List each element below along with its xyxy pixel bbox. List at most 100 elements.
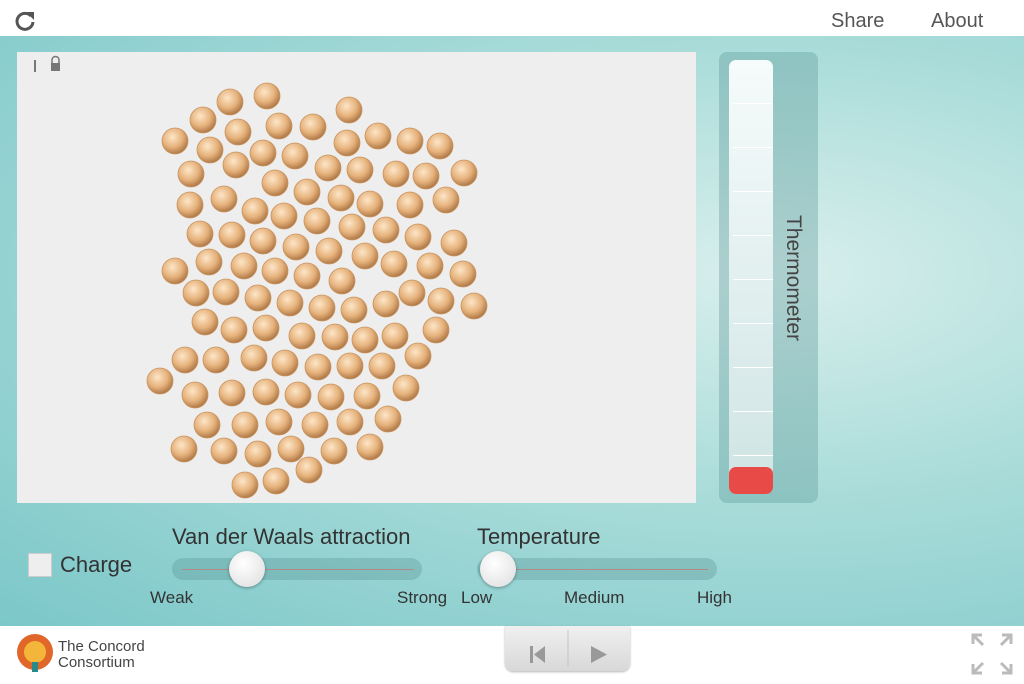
atom[interactable] (270, 202, 298, 230)
atom[interactable] (261, 169, 289, 197)
atom[interactable] (222, 151, 250, 179)
atom[interactable] (177, 160, 205, 188)
atom[interactable] (381, 322, 409, 350)
atom[interactable] (171, 346, 199, 374)
atom[interactable] (328, 267, 356, 295)
reset-button[interactable] (530, 646, 545, 663)
atom[interactable] (356, 190, 384, 218)
vdw-slider-knob[interactable] (229, 551, 265, 587)
atom[interactable] (252, 378, 280, 406)
atom[interactable] (186, 220, 214, 248)
atom[interactable] (277, 435, 305, 463)
charge-checkbox[interactable] (28, 553, 52, 577)
atom[interactable] (231, 471, 259, 499)
atom[interactable] (271, 349, 299, 377)
atom[interactable] (191, 308, 219, 336)
atom[interactable] (317, 383, 345, 411)
atom[interactable] (449, 260, 477, 288)
atom[interactable] (170, 435, 198, 463)
atom[interactable] (427, 287, 455, 315)
atom[interactable] (338, 213, 366, 241)
atom[interactable] (195, 248, 223, 276)
atom[interactable] (372, 290, 400, 318)
atom[interactable] (314, 154, 342, 182)
atom[interactable] (416, 252, 444, 280)
atom[interactable] (333, 129, 361, 157)
atom[interactable] (295, 456, 323, 484)
atom[interactable] (249, 227, 277, 255)
atom[interactable] (320, 437, 348, 465)
atom[interactable] (422, 316, 450, 344)
atom[interactable] (244, 440, 272, 468)
atom[interactable] (340, 296, 368, 324)
atom[interactable] (293, 178, 321, 206)
atom[interactable] (253, 82, 281, 110)
atom[interactable] (240, 344, 268, 372)
atom[interactable] (353, 382, 381, 410)
atom[interactable] (346, 156, 374, 184)
atom[interactable] (182, 279, 210, 307)
temperature-slider-knob[interactable] (480, 551, 516, 587)
atom[interactable] (398, 279, 426, 307)
atom[interactable] (404, 223, 432, 251)
atom[interactable] (293, 262, 321, 290)
atom[interactable] (230, 252, 258, 280)
atom[interactable] (380, 250, 408, 278)
atom[interactable] (284, 381, 312, 409)
atom[interactable] (281, 142, 309, 170)
atom[interactable] (282, 233, 310, 261)
atom[interactable] (241, 197, 269, 225)
atom[interactable] (412, 162, 440, 190)
atom[interactable] (218, 379, 246, 407)
atom[interactable] (308, 294, 336, 322)
atom[interactable] (202, 346, 230, 374)
atom[interactable] (396, 127, 424, 155)
atom[interactable] (220, 316, 248, 344)
atom[interactable] (396, 191, 424, 219)
atom[interactable] (210, 185, 238, 213)
atom[interactable] (321, 323, 349, 351)
atom[interactable] (327, 184, 355, 212)
atom[interactable] (374, 405, 402, 433)
atom[interactable] (212, 278, 240, 306)
atom[interactable] (336, 408, 364, 436)
atom[interactable] (372, 216, 400, 244)
atom[interactable] (432, 186, 460, 214)
atom[interactable] (336, 352, 364, 380)
share-link[interactable]: Share (831, 10, 885, 32)
atom[interactable] (216, 88, 244, 116)
atom[interactable] (193, 411, 221, 439)
atom[interactable] (176, 191, 204, 219)
atom[interactable] (351, 326, 379, 354)
atom[interactable] (189, 106, 217, 134)
atom[interactable] (450, 159, 478, 187)
play-button[interactable] (591, 646, 607, 663)
atom[interactable] (304, 353, 332, 381)
atom[interactable] (288, 322, 316, 350)
atom[interactable] (392, 374, 420, 402)
atom[interactable] (244, 284, 272, 312)
atom[interactable] (231, 411, 259, 439)
fullscreen-button[interactable] (970, 632, 1014, 676)
atom[interactable] (265, 408, 293, 436)
atom[interactable] (301, 411, 329, 439)
atom[interactable] (368, 352, 396, 380)
atom[interactable] (265, 112, 293, 140)
atom[interactable] (261, 257, 289, 285)
atom[interactable] (252, 314, 280, 342)
atom[interactable] (146, 367, 174, 395)
atom[interactable] (460, 292, 488, 320)
atom[interactable] (382, 160, 410, 188)
reload-button[interactable] (14, 10, 36, 32)
atom[interactable] (315, 237, 343, 265)
atom[interactable] (364, 122, 392, 150)
atom[interactable] (276, 289, 304, 317)
atom[interactable] (404, 342, 432, 370)
atom[interactable] (356, 433, 384, 461)
atom[interactable] (351, 242, 379, 270)
atom[interactable] (299, 113, 327, 141)
atom[interactable] (161, 127, 189, 155)
atom[interactable] (335, 96, 363, 124)
about-link[interactable]: About (931, 10, 984, 32)
atom[interactable] (210, 437, 238, 465)
